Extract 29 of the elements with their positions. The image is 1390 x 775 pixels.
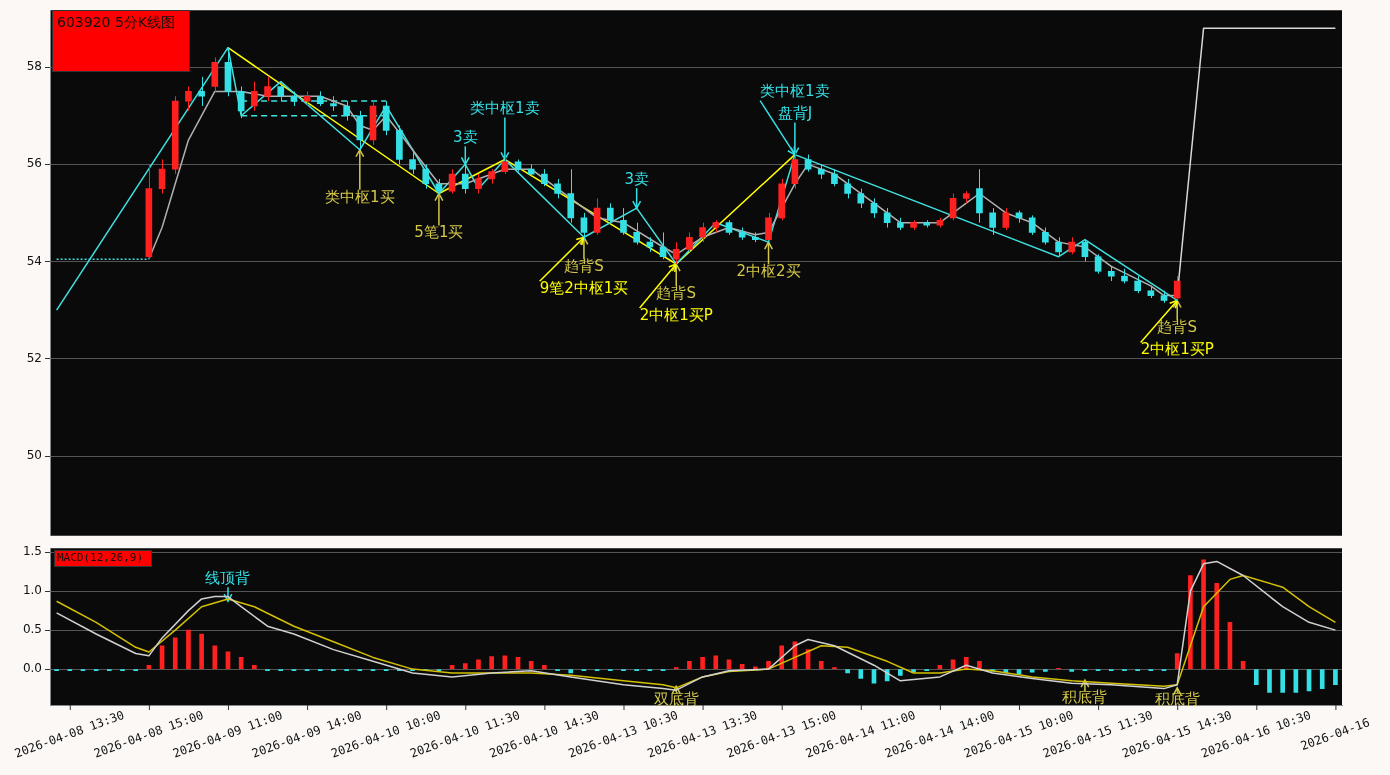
chart-title: MACD(12,26,9) <box>57 551 144 564</box>
annotation: 类中枢1买 <box>325 187 395 206</box>
annotation: 5笔1买 <box>414 223 464 242</box>
annotation: 线顶背 <box>205 569 251 588</box>
annotation: 趋背S <box>656 283 696 302</box>
annotation: 3卖 <box>453 128 478 147</box>
chart-title: 603920 5分K线图 <box>57 14 175 32</box>
y-tick-label: 52 <box>26 350 42 365</box>
annotation: 趋背S <box>1157 318 1197 337</box>
annotation: 2中枢2买 <box>736 262 801 281</box>
annotation: 2中枢1买P <box>1140 340 1214 359</box>
y-tick-label: 54 <box>26 253 42 268</box>
annotation: 双底背 <box>653 690 699 709</box>
y-tick-label: 58 <box>26 59 42 74</box>
annotation: 盘背J <box>777 104 813 123</box>
annotation: 积底背 <box>1154 689 1200 708</box>
annotation: 9笔2中枢1买 <box>539 279 629 298</box>
annotation: 积底背 <box>1062 687 1108 706</box>
annotation: 2中枢1买P <box>639 305 713 324</box>
annotation: 类中枢1卖 <box>760 82 830 101</box>
annotation: 趋背S <box>564 257 604 276</box>
annotation: 3卖 <box>624 169 649 188</box>
y-tick-label: 50 <box>26 448 42 463</box>
y-tick-label: 56 <box>26 156 42 171</box>
y-tick-label: 0.5 <box>22 622 42 637</box>
y-tick-label: 1.5 <box>22 544 42 559</box>
y-tick-label: 0.0 <box>22 661 42 676</box>
y-tick-label: 1.0 <box>22 583 42 598</box>
annotation: 类中枢1卖 <box>470 99 540 118</box>
